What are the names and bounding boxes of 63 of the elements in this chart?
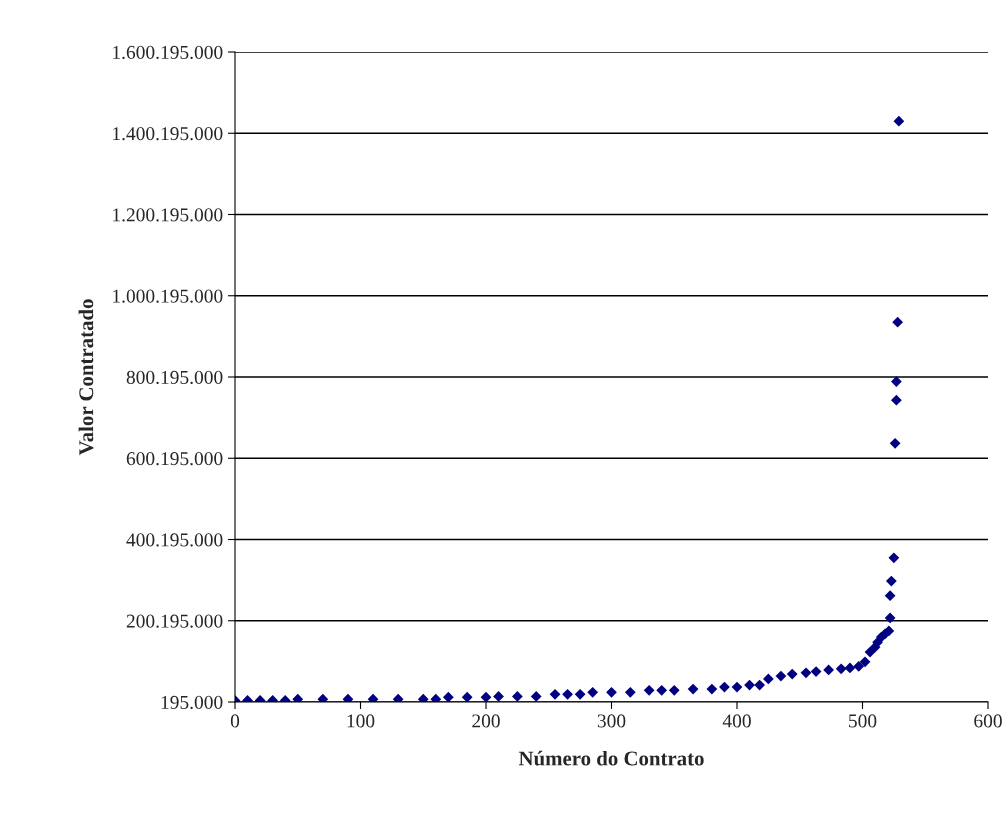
y-tick-label: 1.600.195.000 xyxy=(113,45,223,60)
point xyxy=(530,691,542,702)
point xyxy=(891,394,902,406)
y-tick-label: 1.400.195.000 xyxy=(113,127,223,141)
y-tick-label: 600.195.000 xyxy=(126,452,223,466)
point xyxy=(884,590,896,602)
point xyxy=(786,668,798,680)
x-tick-label: 600 xyxy=(974,714,1002,728)
point xyxy=(624,686,636,698)
point xyxy=(885,575,897,587)
point xyxy=(656,684,668,696)
point xyxy=(512,691,523,702)
point xyxy=(731,681,743,693)
point xyxy=(292,693,304,702)
point xyxy=(317,693,329,702)
point xyxy=(562,688,573,700)
point xyxy=(417,693,429,702)
point xyxy=(859,656,871,668)
point xyxy=(844,662,856,674)
point xyxy=(883,625,895,637)
y-tick-label: 1.200.195.000 xyxy=(113,208,223,222)
x-tick-label: 400 xyxy=(722,714,751,728)
point xyxy=(549,688,561,700)
y-axis-title: Valor Contratado xyxy=(78,299,94,456)
point xyxy=(835,663,847,675)
point xyxy=(864,646,876,658)
point xyxy=(392,693,404,702)
point xyxy=(884,612,896,624)
point xyxy=(587,686,599,698)
y-tick-label: 400.195.000 xyxy=(126,533,223,547)
point xyxy=(342,693,354,702)
point xyxy=(891,376,902,387)
point xyxy=(442,691,454,702)
point xyxy=(763,673,774,685)
point xyxy=(643,684,655,696)
y-tick-label: 800.195.000 xyxy=(126,370,223,385)
point xyxy=(461,691,473,702)
point xyxy=(574,688,586,700)
y-tick-label: 195.000 xyxy=(161,695,223,710)
point xyxy=(853,660,865,672)
point xyxy=(888,552,900,564)
point xyxy=(687,683,699,695)
x-tick-label: 0 xyxy=(230,714,240,728)
y-tick-label: 200.195.000 xyxy=(126,614,223,628)
x-tick-label: 300 xyxy=(597,714,626,728)
point xyxy=(775,670,787,682)
point xyxy=(706,683,718,695)
point xyxy=(893,115,905,127)
x-tick-label: 100 xyxy=(347,714,375,728)
point xyxy=(493,691,504,702)
point xyxy=(889,437,901,449)
x-axis-title: Número do Contrato xyxy=(518,750,704,766)
x-tick-label: 200 xyxy=(472,714,500,728)
point xyxy=(810,666,822,677)
point xyxy=(606,686,617,698)
point xyxy=(480,691,492,702)
x-tick-label: 500 xyxy=(849,714,877,728)
point xyxy=(668,684,680,696)
point xyxy=(367,693,379,702)
point xyxy=(800,667,812,679)
y-tick-label: 1.000.195.000 xyxy=(113,289,223,303)
point xyxy=(892,316,904,328)
point xyxy=(430,693,442,702)
